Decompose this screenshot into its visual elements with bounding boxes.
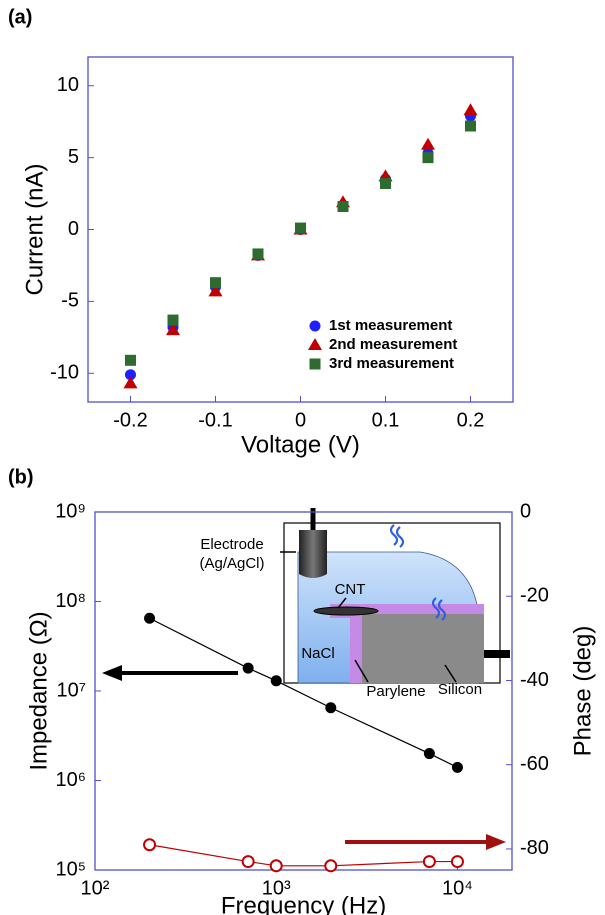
y2-tick-label: -40: [520, 669, 549, 691]
marker: [380, 178, 391, 189]
x-axis-title: Frequency (Hz): [221, 892, 386, 915]
panel-label: (a): [8, 6, 32, 28]
annotation: NaCl: [301, 645, 334, 662]
marker: [450, 855, 464, 869]
marker: [423, 748, 435, 760]
marker: [208, 284, 223, 297]
marker: [270, 675, 282, 687]
y-tick-label: 10: [57, 74, 79, 96]
annotation: Electrode: [200, 536, 263, 553]
annotation: Parylene: [366, 683, 425, 700]
marker: [144, 612, 156, 624]
x-axis-title: Voltage (V): [241, 431, 360, 458]
y2-tick-label: -80: [520, 837, 549, 859]
y-tick-label: 10⁸: [55, 590, 86, 612]
x-tick-label: 0: [295, 409, 306, 431]
annotation: Silicon: [438, 681, 482, 698]
annotation: (Ag/AgCl): [199, 555, 264, 572]
y-tick-label: 10⁵: [55, 858, 86, 880]
y2-tick-label: 0: [520, 500, 531, 522]
y-axis-title: Current (nA): [21, 163, 48, 295]
legend-label: 2nd measurement: [329, 336, 457, 353]
y2-tick-label: -60: [520, 753, 549, 775]
legend-label: 1st measurement: [329, 317, 452, 334]
x-tick-label: -0.1: [198, 409, 232, 431]
y2-tick-label: -20: [520, 585, 549, 607]
marker: [125, 354, 136, 366]
marker: [324, 859, 338, 873]
marker: [421, 137, 435, 150]
marker: [210, 277, 221, 289]
marker: [269, 859, 283, 873]
x-tick-label: 10⁴: [442, 877, 473, 899]
marker: [295, 222, 306, 234]
legend-label: 3rd measurement: [329, 355, 454, 372]
inset: Electrode (Ag/AgCl) CNT NaCl Parylene Si…: [199, 508, 510, 700]
x-tick-label: 0.1: [372, 409, 400, 431]
x-tick-label: -0.2: [113, 409, 147, 431]
x-tick-label: 0.2: [457, 409, 485, 431]
panel-label: (b): [8, 466, 34, 488]
y-tick-label: -10: [50, 362, 79, 384]
marker: [252, 248, 264, 260]
y-tick-label: 10⁶: [56, 769, 86, 791]
marker: [143, 838, 157, 852]
marker: [242, 662, 254, 674]
y-tick-label: 0: [68, 218, 79, 240]
legend-marker: [309, 320, 321, 332]
marker: [465, 120, 476, 132]
x-tick-label: 10²: [81, 877, 110, 899]
annotation: CNT: [335, 581, 366, 598]
marker: [422, 152, 434, 164]
y-axis-title: Impedance (Ω): [25, 611, 52, 770]
axis-arrow: [102, 665, 506, 850]
legend-marker: [308, 338, 322, 350]
series-line: [149, 844, 458, 867]
marker: [422, 855, 436, 869]
marker: [125, 369, 136, 381]
marker: [123, 376, 138, 389]
y-tick-label: 5: [68, 146, 79, 168]
marker: [337, 201, 349, 212]
marker: [463, 103, 478, 116]
legend-marker: [309, 358, 321, 370]
y-tick-label: 10⁹: [55, 500, 86, 522]
marker: [241, 855, 255, 869]
y-tick-label: 10⁷: [57, 679, 86, 701]
marker: [325, 702, 337, 714]
x-tick-label: 10³: [262, 877, 291, 899]
y-tick-label: -5: [61, 290, 79, 312]
y2-axis-title: Phase (deg): [569, 626, 596, 757]
marker: [166, 323, 180, 336]
marker: [167, 314, 179, 326]
marker: [451, 761, 463, 773]
